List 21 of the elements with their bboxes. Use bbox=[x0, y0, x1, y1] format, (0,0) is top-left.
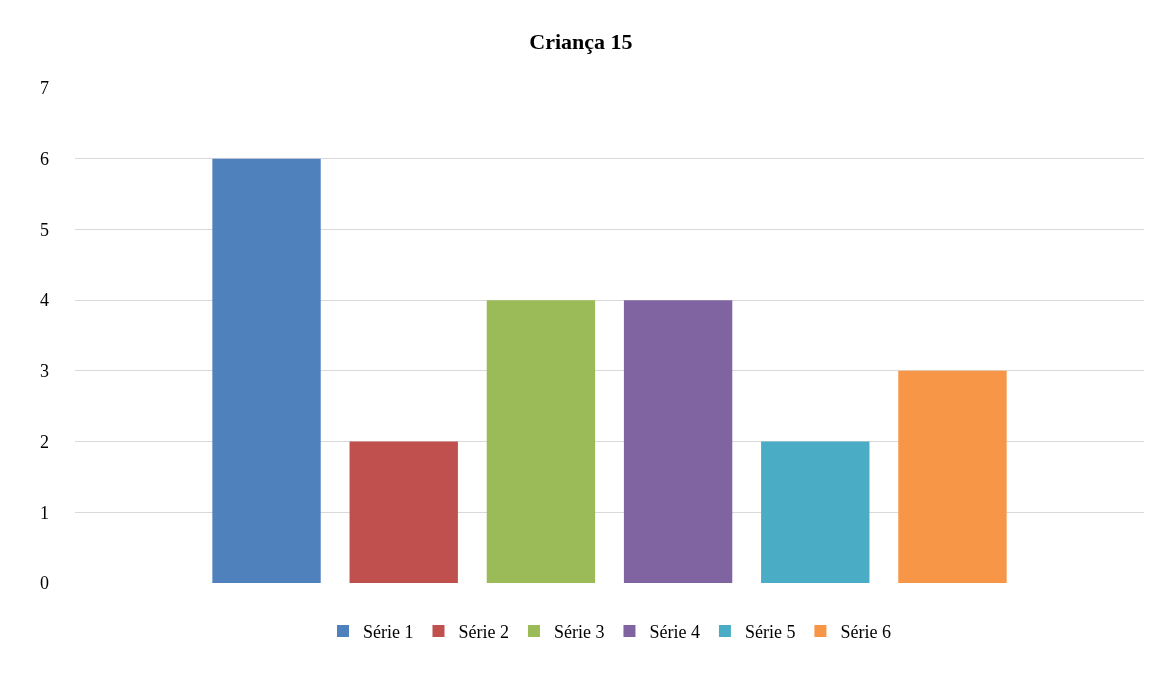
y-tick-label: 4 bbox=[40, 290, 49, 311]
bar bbox=[898, 370, 1007, 583]
bar bbox=[212, 158, 321, 583]
legend-label: Série 6 bbox=[840, 621, 891, 642]
y-tick-label: 1 bbox=[40, 502, 49, 523]
bar bbox=[486, 300, 596, 583]
legend-label: Série 2 bbox=[458, 621, 509, 642]
bar bbox=[761, 441, 870, 583]
bar bbox=[623, 300, 733, 583]
bar bbox=[349, 441, 458, 583]
legend-label: Série 3 bbox=[553, 621, 605, 642]
y-tick-label: 7 bbox=[40, 78, 49, 99]
chart-title: Criança 15 bbox=[529, 29, 633, 55]
legend-label: Série 5 bbox=[744, 621, 796, 642]
y-tick-label: 6 bbox=[40, 149, 49, 170]
y-tick-label: 3 bbox=[40, 361, 49, 382]
legend-label: Série 4 bbox=[649, 621, 700, 642]
y-tick-label: 2 bbox=[40, 431, 49, 452]
y-tick-label: 0 bbox=[40, 573, 49, 594]
legend-label: Série 1 bbox=[363, 621, 414, 642]
y-tick-label: 5 bbox=[40, 219, 49, 240]
